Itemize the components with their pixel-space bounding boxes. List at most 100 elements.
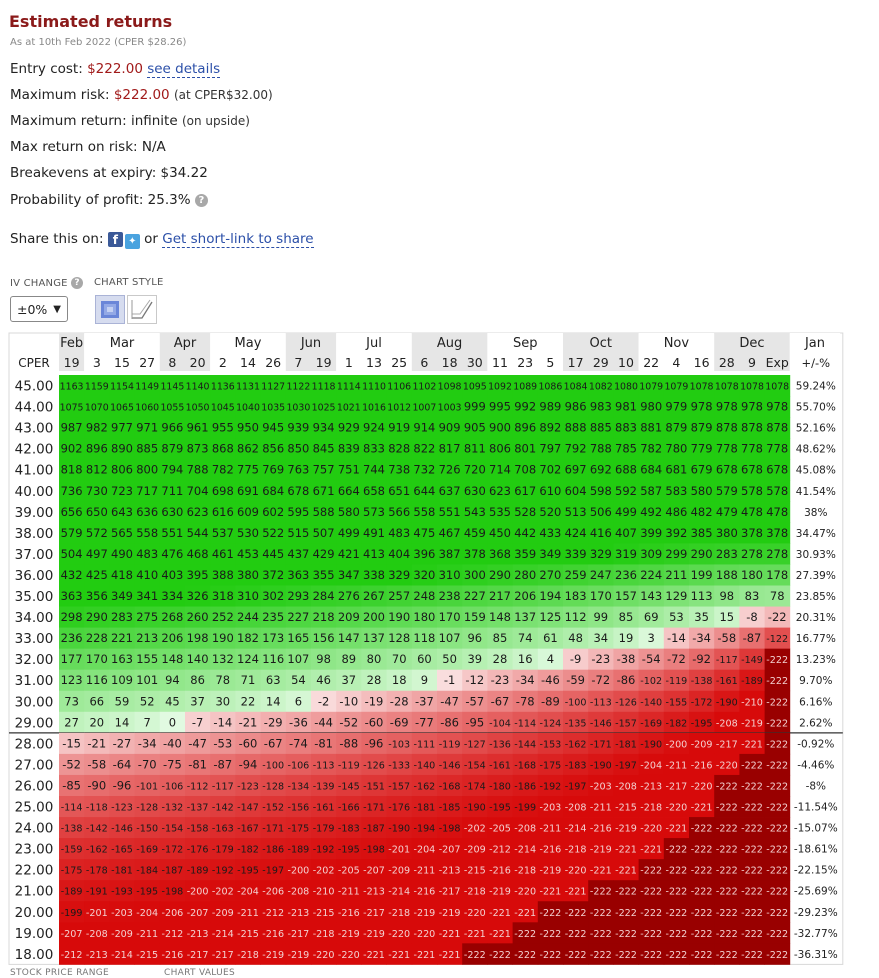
cell-value: -213 (640, 781, 662, 792)
return-cell (411, 438, 438, 460)
cell-value: 113 (691, 589, 713, 603)
cell-value: -180 (489, 781, 511, 792)
cell-value: 61 (543, 631, 558, 645)
iv-change-select[interactable]: ±0% ▼ (10, 296, 68, 322)
return-cell (638, 480, 665, 502)
cell-value: -21 (239, 715, 258, 729)
heatmap-style-button[interactable] (95, 295, 125, 324)
return-cell (185, 732, 211, 755)
cell-value: 137 (514, 610, 536, 624)
cell-value: 491 (363, 526, 385, 540)
cell-value: -221 (514, 908, 536, 919)
return-cell (311, 396, 337, 418)
return-cell (437, 564, 463, 586)
cell-value: -161 (716, 676, 738, 687)
cell-value: -221 (439, 929, 461, 940)
day-label: 6 (420, 355, 428, 370)
cell-value: 213 (136, 631, 158, 645)
month-label: Dec (739, 336, 764, 351)
cell-value: 368 (489, 547, 511, 561)
return-cell (311, 690, 337, 713)
return-cell (462, 501, 488, 523)
return-cell (260, 627, 287, 650)
return-cell (588, 669, 614, 692)
cell-value: 107 (439, 631, 461, 645)
return-cell (487, 606, 513, 628)
cell-value: -220 (313, 950, 335, 961)
cell-value: 778 (766, 442, 788, 456)
return-cell (185, 417, 211, 439)
return-cell (739, 648, 765, 671)
cell-value: -216 (540, 845, 562, 856)
return-cell (739, 711, 765, 734)
pct-label: 52.16% (796, 423, 836, 435)
cell-value: -215 (464, 866, 486, 877)
return-cell (361, 606, 387, 628)
return-cell (185, 480, 211, 502)
cell-value: -163 (212, 824, 234, 835)
see-details-link[interactable]: see details (147, 61, 221, 78)
cell-value: -222 (691, 950, 713, 961)
return-cell (638, 438, 665, 460)
return-cell (437, 543, 463, 565)
return-cell (285, 732, 312, 755)
cell-value: 20 (89, 715, 104, 729)
cell-value: 623 (489, 484, 511, 498)
month-label: May (235, 336, 262, 351)
cell-value: 363 (61, 589, 83, 603)
return-cell (235, 459, 261, 481)
cell-value: 792 (565, 442, 587, 456)
return-cell (260, 606, 287, 628)
cell-value: 723 (111, 484, 133, 498)
cell-value: 35 (694, 610, 709, 624)
return-cell (336, 648, 362, 671)
return-cell (563, 711, 589, 734)
return-cell (512, 606, 539, 628)
pct-label: -11.54% (794, 802, 838, 814)
iv-help-icon[interactable]: ? (71, 277, 84, 289)
return-cell (537, 711, 564, 734)
cell-value: -190 (464, 803, 486, 814)
return-cell (714, 522, 740, 544)
stock-price-range-label: STOCK PRICE RANGE (10, 968, 110, 978)
cell-value: 45 (165, 694, 180, 708)
cell-value: -133 (388, 760, 410, 771)
table-icon (101, 301, 119, 318)
return-cell (260, 501, 287, 523)
pct-label: -36.31% (794, 949, 838, 961)
return-cell (487, 585, 513, 607)
help-icon[interactable]: ? (194, 194, 208, 207)
day-label: 14 (240, 355, 256, 370)
cell-value: -119 (338, 760, 360, 771)
twitter-icon[interactable]: ✦ (124, 234, 140, 249)
return-cell (437, 585, 463, 607)
return-cell (185, 606, 211, 628)
return-cell (235, 417, 261, 439)
cell-value: 822 (413, 442, 435, 456)
cell-value: 806 (111, 463, 133, 477)
cell-value: -222 (741, 866, 763, 877)
cell-value: 148 (489, 610, 511, 624)
return-cell (739, 669, 765, 692)
facebook-icon[interactable]: f (107, 232, 123, 247)
cell-value: 1025 (312, 403, 336, 414)
pct-label: 27.39% (796, 570, 836, 582)
return-cell (361, 732, 387, 755)
cell-value: -222 (615, 887, 637, 898)
cell-value: -47 (188, 736, 207, 750)
cell-value: 267 (363, 589, 385, 603)
cell-value: -207 (439, 845, 461, 856)
cell-value: -199 (514, 803, 536, 814)
return-cell (159, 522, 186, 544)
short-link-button[interactable]: Get short-link to share (162, 231, 314, 248)
cell-value: -216 (691, 760, 713, 771)
return-cell (714, 732, 740, 755)
cell-value: -181 (615, 739, 637, 750)
cell-value: -86 (440, 715, 459, 729)
day-label: 7 (294, 355, 302, 370)
breakevens-row: Breakevens at expiry: $34.22 (10, 165, 208, 181)
cell-value: 482 (691, 505, 713, 519)
cell-value: -94 (239, 757, 258, 771)
cell-value: 856 (262, 442, 284, 456)
line-style-button[interactable] (127, 295, 157, 324)
